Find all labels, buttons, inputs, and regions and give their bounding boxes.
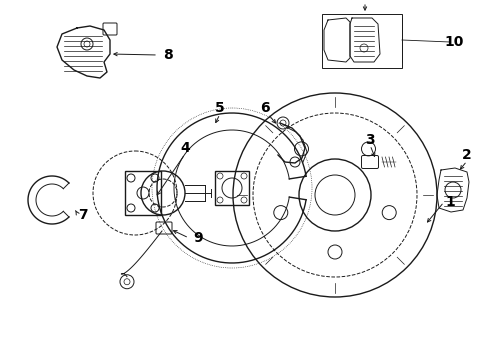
Text: 6: 6 [260, 101, 270, 115]
Text: 8: 8 [163, 48, 173, 62]
Text: 9: 9 [193, 231, 203, 245]
Text: 1: 1 [445, 195, 455, 209]
Text: 5: 5 [215, 101, 225, 115]
Text: 7: 7 [78, 208, 88, 222]
Text: 10: 10 [444, 35, 464, 49]
Text: 4: 4 [180, 141, 190, 155]
Text: 3: 3 [365, 133, 375, 147]
Text: 2: 2 [462, 148, 472, 162]
